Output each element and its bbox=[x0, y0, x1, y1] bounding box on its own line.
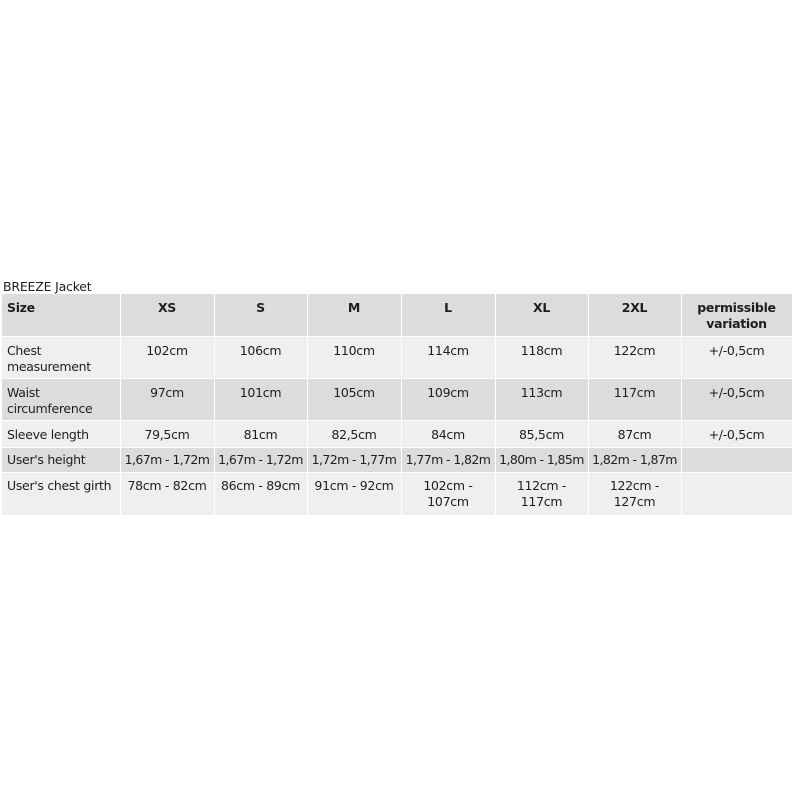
table-cell: 78cm - 82cm bbox=[120, 472, 215, 516]
table-cell: 106cm bbox=[214, 336, 308, 379]
row-label: User's chest girth bbox=[2, 472, 121, 516]
row-label: Waist circumference bbox=[2, 378, 121, 421]
row-label: User's height bbox=[2, 447, 121, 473]
table-cell: 118cm bbox=[495, 336, 589, 379]
table-cell: 91cm - 92cm bbox=[307, 472, 402, 516]
row-label: Chest measurement bbox=[2, 336, 121, 379]
table-cell: 1,72m - 1,77m bbox=[307, 447, 402, 473]
size-chart-table: Size XS S M L XL 2XL permissible variation Chest… bbox=[2, 294, 793, 516]
table-cell: 81cm bbox=[214, 420, 308, 448]
table-cell: 1,82m - 1,87m bbox=[588, 447, 682, 473]
table-cell: 1,67m - 1,72m bbox=[214, 447, 308, 473]
table-row: User's chest girth 78cm - 82cm 86cm - 89cm… bbox=[2, 472, 793, 516]
table-title: BREEZE Jacket bbox=[3, 279, 92, 294]
table-cell: 82,5cm bbox=[307, 420, 402, 448]
table-cell: 1,67m - 1,72m bbox=[120, 447, 215, 473]
table-cell: 84cm bbox=[401, 420, 496, 448]
table-cell: 112cm - 117cm bbox=[495, 472, 589, 516]
row-label: Size bbox=[2, 294, 121, 337]
table-row: Sleeve length 79,5cm 81cm 82,5cm 84cm 85,5cm 8… bbox=[2, 420, 793, 448]
table-cell: XS bbox=[120, 294, 215, 337]
table-cell: +/-0,5cm bbox=[681, 378, 793, 421]
table-cell bbox=[681, 472, 793, 516]
table-cell: 1,77m - 1,82m bbox=[401, 447, 496, 473]
table-cell: 1,80m - 1,85m bbox=[495, 447, 589, 473]
row-label: Sleeve length bbox=[2, 420, 121, 448]
table-cell: 117cm bbox=[588, 378, 682, 421]
table-cell bbox=[681, 447, 793, 473]
table-cell: 97cm bbox=[120, 378, 215, 421]
table-cell: 122cm - 127cm bbox=[588, 472, 682, 516]
table-cell: XL bbox=[495, 294, 589, 337]
table-cell: 102cm - 107cm bbox=[401, 472, 496, 516]
table-row: User's height 1,67m - 1,72m 1,67m - 1,72m 1… bbox=[2, 447, 793, 473]
table-cell: 79,5cm bbox=[120, 420, 215, 448]
table-cell: 2XL bbox=[588, 294, 682, 337]
table-cell: 87cm bbox=[588, 420, 682, 448]
table-row: Waist circumference 97cm 101cm 105cm 109cm 11… bbox=[2, 378, 793, 421]
table-cell: 113cm bbox=[495, 378, 589, 421]
table-cell: +/-0,5cm bbox=[681, 420, 793, 448]
table-cell: 105cm bbox=[307, 378, 402, 421]
table-cell: M bbox=[307, 294, 402, 337]
table-cell: 114cm bbox=[401, 336, 496, 379]
table-cell: 110cm bbox=[307, 336, 402, 379]
table-cell: +/-0,5cm bbox=[681, 336, 793, 379]
table-cell: L bbox=[401, 294, 496, 337]
table-cell: 102cm bbox=[120, 336, 215, 379]
table-cell: S bbox=[214, 294, 308, 337]
table-cell: 85,5cm bbox=[495, 420, 589, 448]
table-cell: 122cm bbox=[588, 336, 682, 379]
table-row: Chest measurement 102cm 106cm 110cm 114cm 118… bbox=[2, 336, 793, 379]
table-header-row: Size XS S M L XL 2XL permissible variation bbox=[2, 294, 793, 337]
table-cell: 86cm - 89cm bbox=[214, 472, 308, 516]
table-cell: 101cm bbox=[214, 378, 308, 421]
table-cell: 109cm bbox=[401, 378, 496, 421]
table-cell: permissible variation bbox=[681, 294, 793, 337]
